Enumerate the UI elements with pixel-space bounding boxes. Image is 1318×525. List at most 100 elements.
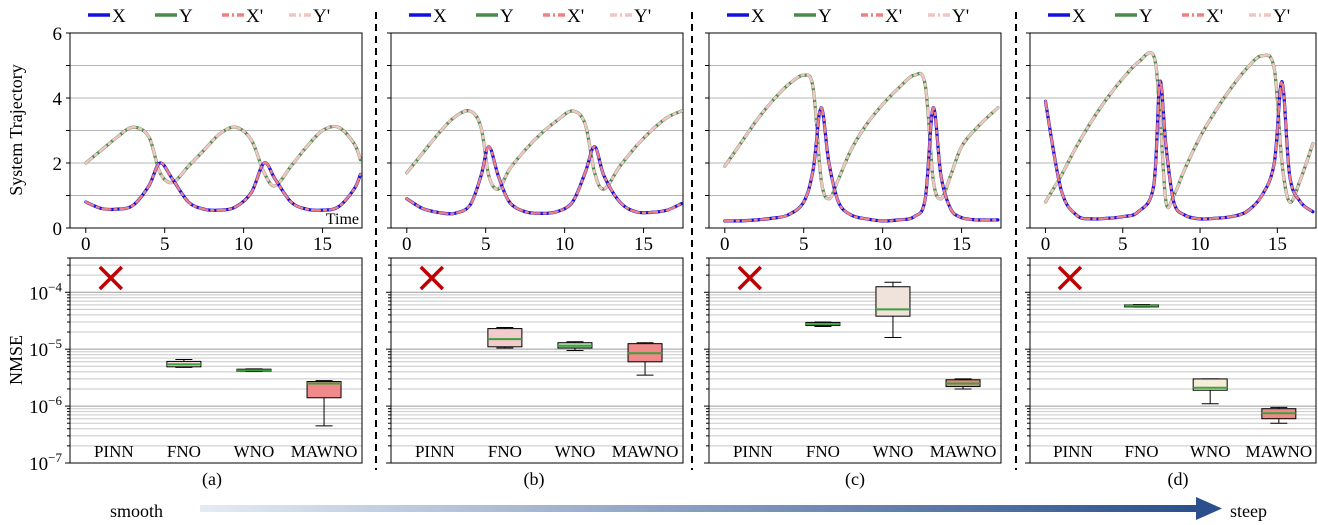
legend-label-y: Y xyxy=(500,6,514,27)
legend-label-x: X xyxy=(112,6,126,27)
legend-label-xp: X' xyxy=(567,6,584,27)
legend-label-xp: X' xyxy=(246,6,263,27)
series-x-prime xyxy=(723,106,1000,223)
plot-frame xyxy=(69,257,363,464)
x-tick-label: 10 xyxy=(555,234,574,255)
box-fno xyxy=(1124,303,1160,308)
series-x xyxy=(1043,80,1315,221)
failed-marker-pinn xyxy=(419,265,445,291)
arrow-head xyxy=(1196,497,1222,520)
category-label-wno: WNO xyxy=(234,442,275,461)
category-label-wno: WNO xyxy=(1190,442,1231,461)
x-tick-label: 5 xyxy=(481,234,491,255)
failed-marker-pinn xyxy=(737,265,763,291)
arrow-left-label: smooth xyxy=(110,501,163,521)
nmse-panel-3: PINN FNO WNO MAWNO xyxy=(1025,257,1317,464)
x-tick-label: 15 xyxy=(952,234,971,255)
box-wno xyxy=(1192,378,1228,405)
category-label-mawno: MAWNO xyxy=(291,442,358,461)
plot-frame xyxy=(1029,257,1317,464)
x-tick-label: 5 xyxy=(1118,234,1128,255)
x-tick-label: 15 xyxy=(634,234,653,255)
box-mawno xyxy=(306,380,342,427)
x-tick-label: 15 xyxy=(1268,234,1287,255)
y-tick-label: 6 xyxy=(53,24,63,45)
series-y xyxy=(723,71,1000,201)
x-tick-label: 10 xyxy=(1191,234,1210,255)
cross-stroke xyxy=(737,265,763,291)
box-mawno xyxy=(627,342,663,376)
category-label-fno: FNO xyxy=(167,442,201,461)
box-mawno xyxy=(945,378,981,390)
y-tick-label: 4 xyxy=(53,89,63,110)
series-y-prime xyxy=(84,125,362,188)
box-mawno xyxy=(1261,406,1297,424)
legend-1: X Y X' Y' xyxy=(409,6,651,27)
x-tick-label: 5 xyxy=(160,234,170,255)
panels: 0 5 10 15 0 2 4 6 Time 0 5 10 15 0 5 10 15 0 5 10 15 10−7 10−6… xyxy=(29,24,1317,475)
category-label-mawno: MAWNO xyxy=(1245,442,1312,461)
legend-2: X Y X' Y' xyxy=(727,6,969,27)
category-label-fno: FNO xyxy=(1125,442,1159,461)
category-label-pinn: PINN xyxy=(1053,442,1093,461)
category-label-pinn: PINN xyxy=(415,442,455,461)
arrow-shaft xyxy=(200,505,1200,512)
cross-stroke xyxy=(1057,265,1083,291)
top-y-axis-label: System Trajectory xyxy=(6,64,26,196)
category-label-mawno: MAWNO xyxy=(612,442,679,461)
legend-label-y: Y xyxy=(179,6,193,27)
trajectory-panel-0: 0 5 10 15 0 2 4 6 Time xyxy=(53,24,363,255)
legend-label-yp: Y' xyxy=(634,6,651,27)
trajectory-panel-1: 0 5 10 15 xyxy=(387,32,684,255)
x-tick-label: 5 xyxy=(799,234,809,255)
legend-label-yp: Y' xyxy=(952,6,969,27)
nmse-panel-1: PINN FNO WNO MAWNO xyxy=(386,257,684,464)
x-tick-label: 15 xyxy=(313,234,332,255)
nmse-panel-2: PINN FNO WNO MAWNO xyxy=(704,257,1002,464)
category-label-wno: WNO xyxy=(873,442,914,461)
x-tick-label: 0 xyxy=(81,234,91,255)
category-label-fno: FNO xyxy=(488,442,522,461)
box-body xyxy=(487,328,523,348)
plot-frame xyxy=(390,257,684,464)
box-body xyxy=(1192,378,1228,391)
x-tick-label: 10 xyxy=(234,234,253,255)
y-tick-label: 10−4 xyxy=(29,279,62,304)
legend-label-x: X xyxy=(751,6,765,27)
x-tick-label: 10 xyxy=(873,234,892,255)
y-tick-label: 10−6 xyxy=(29,393,62,418)
category-label-pinn: PINN xyxy=(94,442,134,461)
trajectory-panel-2: 0 5 10 15 xyxy=(705,32,1002,255)
series-x-prime xyxy=(405,145,683,216)
x-tick-label: 0 xyxy=(720,234,730,255)
series-x-prime xyxy=(84,161,362,212)
series-x xyxy=(723,106,1000,223)
category-label-wno: WNO xyxy=(555,442,596,461)
box-wno xyxy=(236,368,272,373)
box-body xyxy=(875,286,911,317)
y-tick-label: 0 xyxy=(53,219,63,240)
trajectory-panel-3: 0 5 10 15 xyxy=(1026,32,1317,255)
failed-marker-pinn xyxy=(98,265,124,291)
series-y-prime xyxy=(405,109,683,191)
panel-label-b: (b) xyxy=(524,469,545,490)
category-label-pinn: PINN xyxy=(733,442,773,461)
panel-separators xyxy=(375,12,1017,470)
series-y-prime xyxy=(723,72,1000,201)
y-tick-label: 2 xyxy=(53,154,63,175)
x-tick-label: 0 xyxy=(1041,234,1051,255)
legend-label-xp: X' xyxy=(885,6,902,27)
legend-label-xp: X' xyxy=(1206,6,1223,27)
x-tick-label: 0 xyxy=(402,234,412,255)
legend-3: X Y X' Y' xyxy=(1048,6,1290,27)
legend-label-yp: Y' xyxy=(1273,6,1290,27)
legend-label-x: X xyxy=(433,6,447,27)
plot-frame xyxy=(708,257,1002,464)
arrow-right-label: steep xyxy=(1230,501,1267,521)
series-x-prime xyxy=(1044,80,1315,221)
box-body xyxy=(306,381,342,399)
panel-label-d: (d) xyxy=(1168,469,1189,490)
box-wno xyxy=(557,341,593,351)
smoothness-arrow: smooth steep xyxy=(110,497,1267,521)
